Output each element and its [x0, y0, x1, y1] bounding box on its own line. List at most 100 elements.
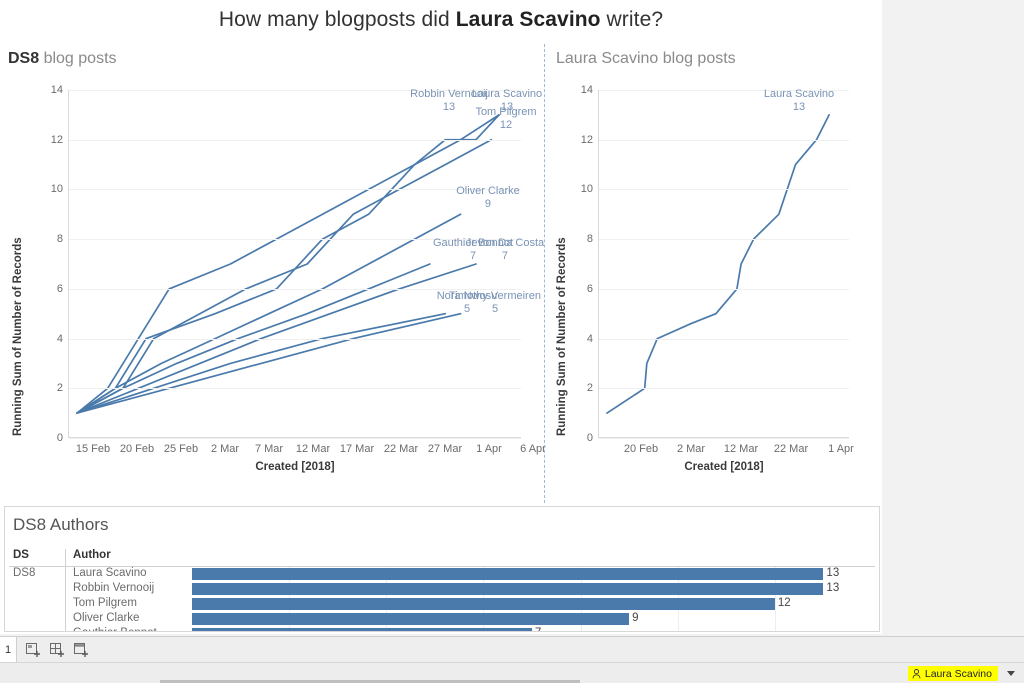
series-label-value: 9 [484, 198, 492, 210]
y-axis-title-right: Running Sum of Number of Records [556, 237, 568, 436]
gridline [599, 90, 849, 91]
pane-divider [544, 44, 545, 503]
line-tom-pilgrem [76, 138, 493, 414]
y-axis-tick: 4 [56, 332, 63, 345]
x-axis-tick: 7 Mar [254, 443, 284, 455]
filter-pill-laura-scavino[interactable]: Laura Scavino [907, 666, 998, 681]
x-axis-tick: 1 Apr [828, 443, 854, 455]
line-oliver-clarke [76, 213, 462, 414]
worksheet-title-right: Laura Scavino blog posts [556, 50, 736, 67]
line-timothy-vermeiren [76, 312, 462, 414]
bar[interactable] [192, 628, 532, 631]
table-header-row: DS Author [9, 549, 875, 567]
new-dashboard-icon[interactable] [48, 641, 68, 659]
y-axis-tick: 10 [50, 183, 63, 196]
plot-area-right[interactable]: Created [2018] 0 2 4 6 8 10 12 14 20 Feb 2 Mar 12 … [581, 84, 854, 473]
bar-cell: 12 [192, 597, 872, 612]
table-row[interactable]: Robbin Vernooij 13 [9, 582, 875, 597]
line-robbin-vernooij [76, 114, 500, 414]
x-axis-tick: 12 Mar [295, 443, 331, 455]
gridline [69, 388, 521, 390]
table-row[interactable]: Oliver Clarke 9 [9, 612, 875, 627]
status-bar: Laura Scavino [0, 662, 1024, 683]
gridline [599, 338, 849, 340]
x-axis-tick: 1 Apr [476, 443, 502, 455]
y-axis-tick: 8 [586, 233, 593, 246]
x-axis-tick: 17 Mar [339, 443, 375, 455]
cell-author: Tom Pilgrem [73, 597, 137, 609]
series-label-name: Laura Scavino [471, 88, 543, 100]
y-axis-tick: 0 [586, 432, 593, 444]
x-axis-tick: 27 Mar [427, 443, 463, 455]
y-axis-tick: 14 [580, 84, 593, 96]
x-axis-tick: 20 Feb [119, 443, 155, 455]
series-label: Jevon Da Costa 7 [466, 237, 544, 262]
column-header-ds: DS [13, 549, 29, 561]
bar[interactable] [192, 598, 775, 610]
table-row[interactable]: Tom Pilgrem 12 [9, 597, 875, 612]
dashboard-title-suffix: write? [600, 8, 664, 31]
y-axis-tick: 10 [580, 183, 593, 196]
table-row[interactable]: Gauthier Bonnot 7 [9, 627, 875, 631]
y-axis-tick: 12 [580, 133, 593, 146]
series-label-value: 7 [469, 250, 477, 262]
gridline [599, 239, 849, 241]
series-label-value: 5 [491, 303, 499, 315]
x-axis-tick: 22 Mar [383, 443, 419, 455]
person-icon [912, 668, 921, 679]
caret-down-icon[interactable] [1006, 668, 1016, 678]
y-axis-title-left: Running Sum of Number of Records [12, 237, 24, 436]
x-axis-tick: 12 Mar [723, 443, 759, 455]
new-story-icon[interactable] [72, 641, 92, 659]
bar[interactable] [192, 613, 630, 625]
authors-table: DS Author DS8 Laura Scavino 13 Robbin Verno… [9, 549, 875, 631]
series-label-name: Gauthier Bonnot [432, 237, 514, 249]
series-label: Gauthier Bonnot 7 [433, 237, 513, 262]
gridline [69, 139, 521, 141]
series-label-name: Nora Nwosu [436, 290, 498, 302]
x-axis-tick: 25 Feb [163, 443, 199, 455]
gridline [69, 239, 521, 241]
line-series-left [76, 114, 500, 414]
table-row[interactable]: DS8 Laura Scavino 13 [9, 567, 875, 582]
x-axis-tick: 20 Feb [623, 443, 659, 455]
horizontal-scroll-indicator[interactable] [160, 680, 580, 683]
table-title: DS8 Authors [13, 515, 109, 534]
y-axis-tick: 8 [56, 233, 63, 246]
x-axis-tick: 2 Mar [676, 443, 706, 455]
worksheet-ds8-authors[interactable]: DS8 Authors DS Author DS8 Laura Scavino 13… [4, 506, 880, 632]
bar[interactable] [192, 583, 824, 595]
x-axis-tick: 22 Mar [773, 443, 809, 455]
bar-cell: 7 [192, 627, 872, 631]
bar-gridline [580, 627, 582, 631]
line-laura-scavino [76, 114, 500, 414]
plot-area-left[interactable]: Created [2018] 0 2 4 6 8 10 12 14 15 Feb 20 Feb 25… [51, 84, 546, 473]
column-header-author: Author [73, 549, 111, 561]
y-axis-tick: 6 [56, 282, 63, 295]
x-axis-tick: 15 Feb [75, 443, 111, 455]
bar-value-label: 7 [535, 627, 541, 631]
series-label-value: 12 [499, 119, 513, 131]
gridline [69, 90, 521, 91]
series-label-value: 5 [463, 303, 471, 315]
line-series-right [606, 114, 830, 414]
y-axis-tick: 2 [56, 382, 63, 395]
bar-value-label: 13 [826, 582, 840, 594]
gridline [599, 189, 849, 191]
sheet-tab-1[interactable]: 1 [0, 637, 17, 663]
gridline [69, 338, 521, 340]
series-label: Laura Scavino 13 [472, 88, 542, 113]
series-label-name: Tom Pilgrem [475, 106, 537, 118]
bar-gridline [774, 612, 776, 627]
worksheet-laura-scavino-blog-posts[interactable]: Laura Scavino blog posts Running Sum of … [546, 44, 882, 503]
bar[interactable] [192, 568, 824, 580]
right-gutter [882, 0, 1024, 636]
sheet-tab-bar: 1 [0, 636, 1024, 663]
new-worksheet-icon[interactable] [24, 641, 44, 659]
series-label-value: 7 [501, 250, 509, 262]
series-label: Nora Nwosu 5 [437, 290, 498, 315]
bar-gridline [774, 597, 776, 612]
dashboard-title: How many blogposts did Laura Scavino wri… [0, 8, 882, 32]
worksheet-ds8-blog-posts[interactable]: DS8 blog posts Running Sum of Number of … [0, 44, 546, 503]
series-label-name: Robbin Vernooij [410, 88, 488, 100]
